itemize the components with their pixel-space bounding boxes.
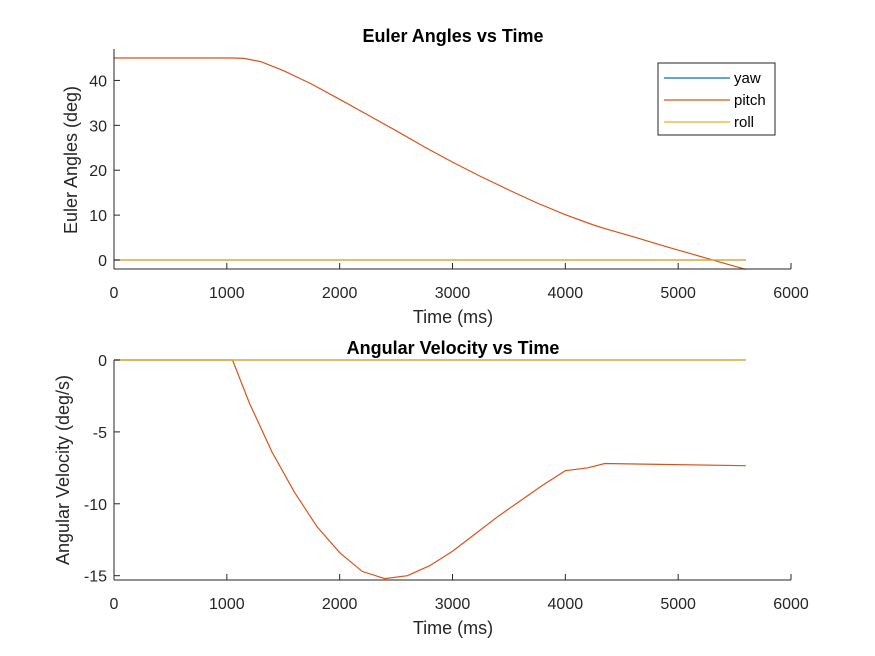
angular-velocity-chart: Angular Velocity vs Time 0 1000 2000 3000 40…: [53, 338, 809, 638]
x-axis-label: Time (ms): [413, 618, 493, 638]
x-tick-label: 4000: [548, 596, 584, 613]
x-tick-label: 0: [110, 596, 119, 613]
y-axis-label: Angular Velocity (deg/s): [53, 375, 73, 565]
x-tick-label: 2000: [322, 596, 358, 613]
x-tick-label: 2000: [322, 285, 358, 302]
y-tick-label: 0: [98, 353, 107, 370]
series-line-pitch: [114, 57, 747, 270]
series-line-pitch: [114, 359, 746, 580]
legend: yaw pitch roll: [657, 62, 776, 136]
axes: 0 1000 2000 3000 4000 5000 6000 0 10 20 30 40: [89, 49, 809, 302]
plot-area-marks: [114, 57, 747, 270]
y-tick-label: 0: [98, 253, 107, 270]
y-tick-label: -5: [93, 425, 107, 442]
legend-label-yaw: yaw: [734, 70, 761, 87]
y-tick-label: 40: [89, 73, 107, 90]
legend-label-pitch: pitch: [734, 92, 766, 109]
x-tick-label: 3000: [435, 596, 471, 613]
axes: 0 1000 2000 3000 4000 5000 6000 -15 -10 -5 0: [84, 353, 809, 613]
legend-label-roll: roll: [734, 114, 754, 131]
y-tick-label: -15: [84, 569, 107, 586]
euler-angles-chart: Euler Angles vs Time 0 1000 2000 3000 4000 50…: [61, 26, 809, 327]
y-tick-label: 20: [89, 163, 107, 180]
x-tick-label: 1000: [209, 285, 245, 302]
plot-area-marks: [114, 359, 746, 580]
chart-title: Euler Angles vs Time: [362, 26, 543, 46]
x-tick-label: 4000: [548, 285, 584, 302]
x-tick-label: 6000: [773, 285, 809, 302]
x-tick-label: 3000: [435, 285, 471, 302]
legend-box: [657, 62, 776, 136]
x-tick-label: 1000: [209, 596, 245, 613]
y-tick-label: 10: [89, 208, 107, 225]
chart-title: Angular Velocity vs Time: [347, 338, 560, 358]
x-tick-label: 5000: [660, 285, 696, 302]
x-tick-label: 6000: [773, 596, 809, 613]
x-axis-label: Time (ms): [413, 307, 493, 327]
y-tick-label: 30: [89, 118, 107, 135]
x-tick-label: 5000: [660, 596, 696, 613]
y-tick-label: -10: [84, 497, 107, 514]
y-axis-label: Euler Angles (deg): [61, 86, 81, 234]
x-tick-label: 0: [110, 285, 119, 302]
